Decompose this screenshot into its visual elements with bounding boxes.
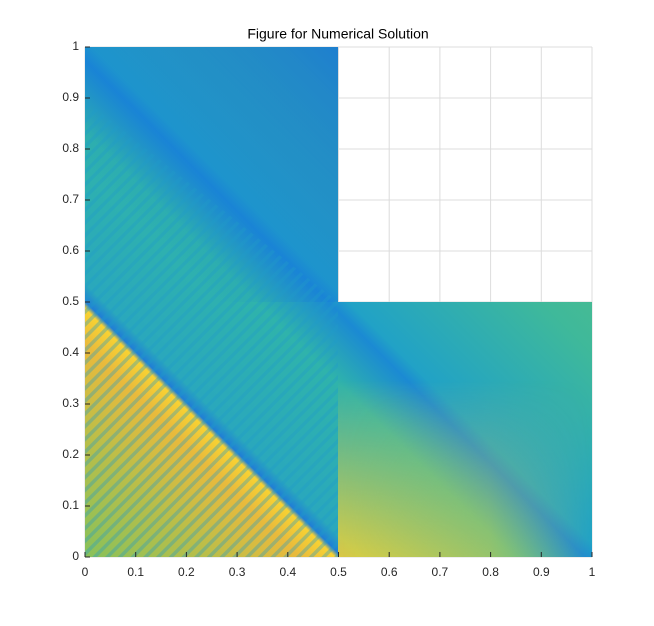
axes: 0 0.1 0.2 0.3 0.4 0.5 0.6 0.7 0.8 0.9 1 0 0.1 0.2 0.3 0… (62, 39, 595, 579)
y-tick-label: 0.5 (62, 294, 79, 308)
y-tick-label: 0.7 (62, 192, 79, 206)
x-tick-label: 0.1 (127, 565, 144, 579)
x-tick-label: 0.9 (533, 565, 550, 579)
y-tick-label: 0.8 (62, 141, 79, 155)
y-tick-label: 0.6 (62, 243, 79, 257)
y-tick-label: 0.2 (62, 447, 79, 461)
x-tick-label: 0.2 (178, 565, 195, 579)
y-tick-label: 0.4 (62, 345, 79, 359)
x-tick-label: 0.7 (432, 565, 449, 579)
y-tick-label: 0.1 (62, 498, 79, 512)
x-tick-label: 0.8 (482, 565, 499, 579)
y-tick-label: 0 (72, 549, 79, 563)
x-tick-label: 0.3 (229, 565, 246, 579)
x-tick-label: 0.4 (279, 565, 296, 579)
chart-title: Figure for Numerical Solution (247, 26, 428, 42)
x-tick-label: 0.6 (381, 565, 398, 579)
x-tick-label: 0 (82, 565, 89, 579)
x-tick-label: 0.5 (330, 565, 347, 579)
y-tick-label: 1 (72, 39, 79, 53)
y-tick-label: 0.3 (62, 396, 79, 410)
x-tick-label: 1 (589, 565, 596, 579)
y-tick-label: 0.9 (62, 90, 79, 104)
